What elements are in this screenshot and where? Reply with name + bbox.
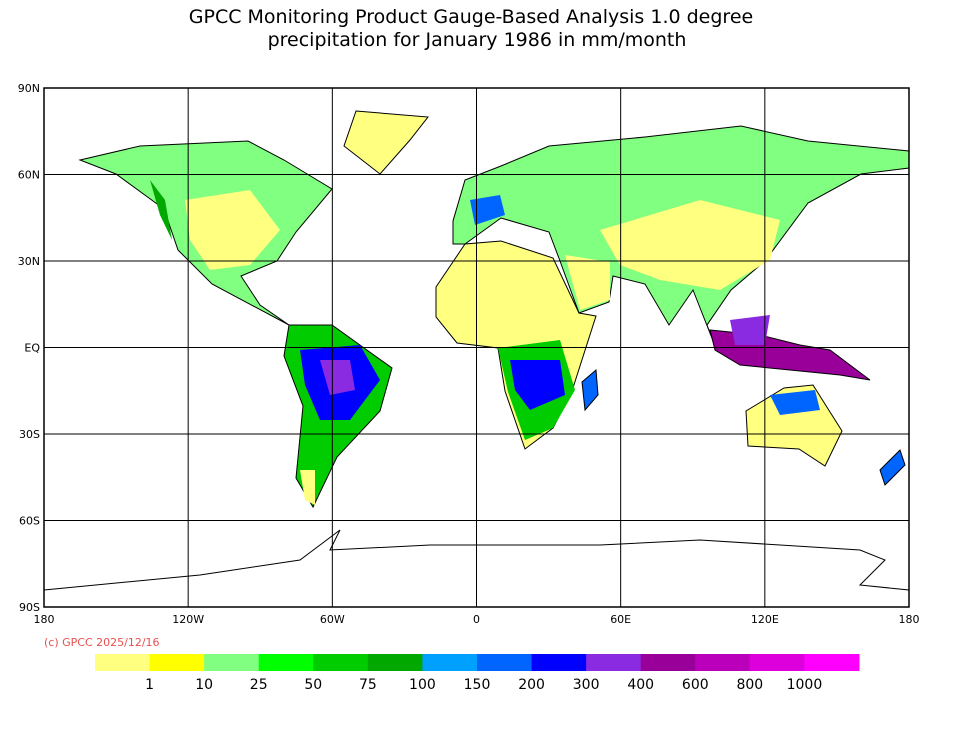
- colorbar-label: 100: [409, 677, 436, 693]
- dry-region: [565, 255, 610, 310]
- lat-label: 90N: [18, 82, 40, 95]
- map: [43, 87, 910, 608]
- copyright: (c) GPCC 2025/12/16: [44, 636, 160, 649]
- land: [581, 368, 599, 412]
- wet-region: [320, 360, 355, 395]
- dry-region: [300, 470, 315, 505]
- lon-label: 60W: [320, 613, 345, 626]
- colorbar-swatch: [95, 654, 151, 671]
- lon-label: 180: [899, 613, 920, 626]
- title-line: GPCC Monitoring Product Gauge-Based Anal…: [189, 6, 753, 28]
- wet-region: [150, 180, 172, 240]
- colorbar-label: 1000: [787, 677, 823, 693]
- colorbar-swatch: [422, 654, 478, 671]
- map-frame: [43, 87, 910, 608]
- lon-label: 120W: [172, 613, 204, 626]
- title-line: precipitation for January 1986 in mm/mon…: [268, 29, 687, 51]
- lon-label: 120E: [751, 613, 779, 626]
- dry-region: [600, 200, 780, 290]
- colorbar-swatch: [695, 654, 751, 671]
- wet-region: [470, 195, 505, 225]
- wet-region: [730, 315, 770, 345]
- land: [343, 110, 429, 175]
- colorbar-label: 25: [250, 677, 268, 693]
- colorbar-label: 800: [736, 677, 763, 693]
- land: [879, 449, 906, 486]
- colorbar-label: 200: [518, 677, 545, 693]
- wet-region: [770, 390, 820, 415]
- colorbar-label: 600: [682, 677, 709, 693]
- colorbar-swatch: [258, 654, 314, 671]
- dry-region: [185, 190, 280, 270]
- colorbar-label: 50: [304, 677, 322, 693]
- colorbar-label: 150: [464, 677, 491, 693]
- lat-label: 90S: [19, 601, 40, 614]
- lon-label: 180: [34, 613, 55, 626]
- wet-region: [510, 360, 565, 410]
- colorbar-label: 10: [195, 677, 213, 693]
- colorbar-swatch: [804, 654, 860, 671]
- colorbar-swatch: [149, 654, 205, 671]
- colorbar-label: 400: [627, 677, 654, 693]
- lat-label: 30N: [18, 255, 40, 268]
- lon-label: 0: [473, 613, 480, 626]
- lat-label: 30S: [19, 428, 40, 441]
- lat-label: EQ: [24, 342, 40, 355]
- lat-label: 60N: [18, 169, 40, 182]
- lon-label: 60E: [610, 613, 631, 626]
- colorbar-label: 300: [573, 677, 600, 693]
- colorbar-swatch: [749, 654, 805, 671]
- lat-label: 60S: [19, 515, 40, 528]
- colorbar-swatch: [531, 654, 587, 671]
- colorbar-swatch: [313, 654, 369, 671]
- colorbar-swatch: [640, 654, 696, 671]
- colorbar-label: 75: [359, 677, 377, 693]
- colorbar-label: 1: [145, 677, 154, 693]
- colorbar-swatch: [586, 654, 642, 671]
- colorbar-swatch: [204, 654, 260, 671]
- colorbar-swatch: [477, 654, 533, 671]
- colorbar-swatch: [367, 654, 423, 671]
